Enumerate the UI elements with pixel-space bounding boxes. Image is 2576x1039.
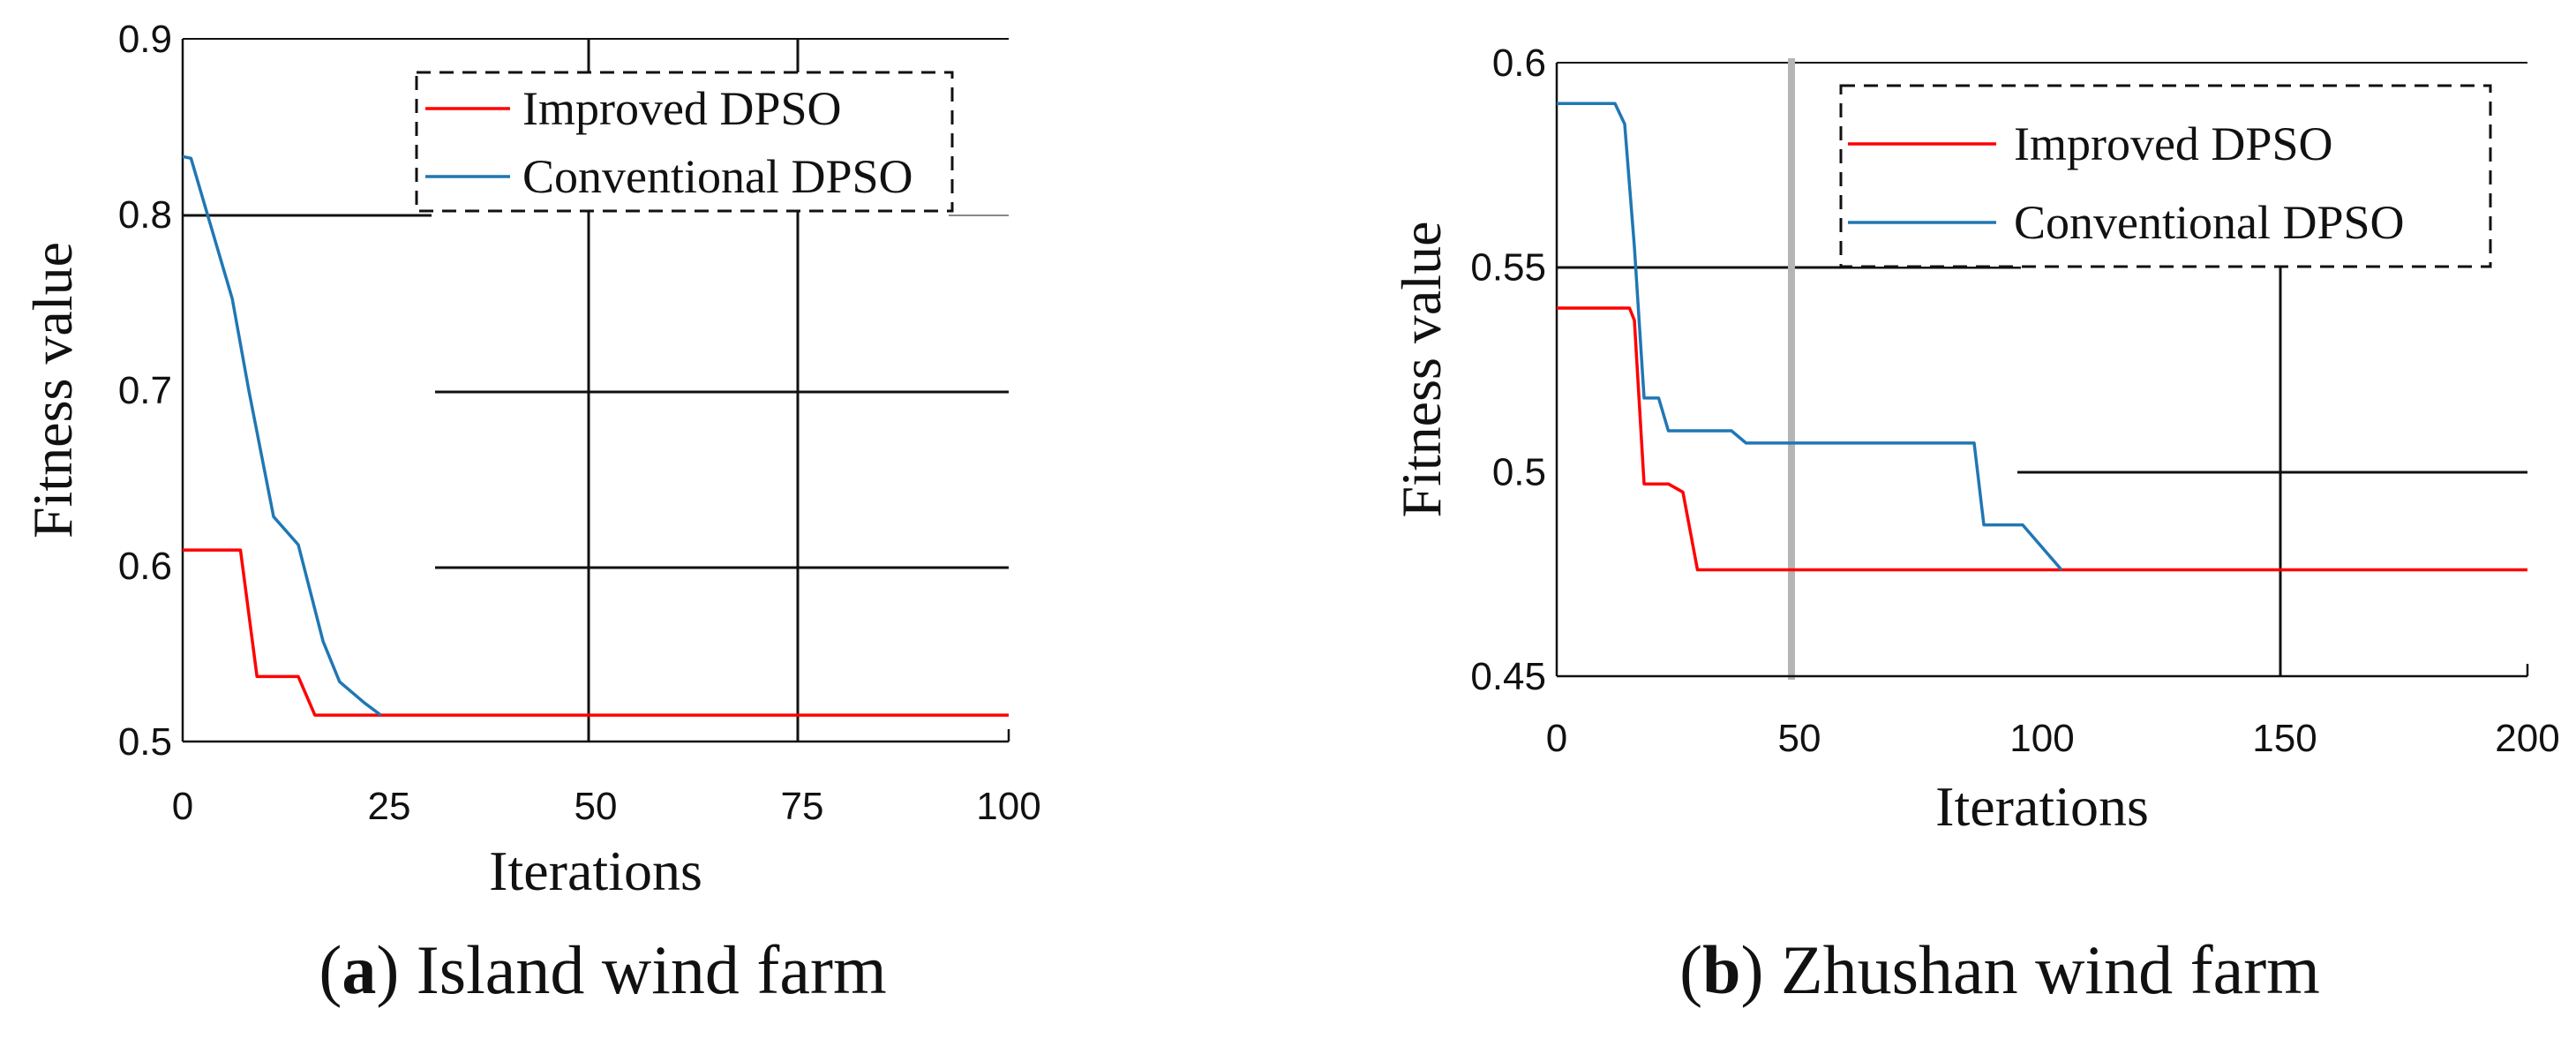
x-tick-label: 0 xyxy=(1546,717,1567,760)
x-tick-label: 50 xyxy=(1778,717,1821,760)
y-tick-label: 0.9 xyxy=(118,18,172,61)
x-tick-label: 25 xyxy=(368,785,411,828)
caption-paren-open: ( xyxy=(1679,931,1702,1008)
y-axis-label: Fitness value xyxy=(21,242,84,538)
x-tick-label: 100 xyxy=(976,785,1040,828)
y-tick-label: 0.6 xyxy=(1492,41,1546,85)
x-tick-label: 200 xyxy=(2495,717,2559,760)
y-tick-label: 0.45 xyxy=(1470,655,1546,698)
y-tick-label: 0.7 xyxy=(118,369,172,412)
chart-panel-b: 0.45 0.5 0.55 0.6 0 50 100 150 200 Iterations Fitn… xyxy=(1390,41,2560,1008)
figure-caption: (a) Island wind farm xyxy=(319,931,886,1008)
caption-letter: b xyxy=(1702,931,1740,1008)
caption-paren-close: ) xyxy=(376,931,416,1008)
y-tick-label: 0.5 xyxy=(1492,450,1546,493)
figure-caption: (b) Zhushan wind farm xyxy=(1679,931,2320,1008)
x-tick-label: 0 xyxy=(172,785,193,828)
legend-label: Conventional DPSO xyxy=(522,150,913,203)
caption-paren-close: ) xyxy=(1741,931,1781,1008)
x-axis-label: Iterations xyxy=(1935,775,2149,838)
series-line-improved-dpso xyxy=(1557,306,2527,572)
caption-text: Zhushan wind farm xyxy=(1781,931,2320,1008)
caption-paren-open: ( xyxy=(319,931,342,1008)
y-tick-label: 0.6 xyxy=(118,545,172,588)
legend-label: Improved DPSO xyxy=(2014,117,2333,170)
caption-letter: a xyxy=(342,931,376,1008)
series-line-improved-dpso xyxy=(183,548,1009,717)
caption-text: Island wind farm xyxy=(417,931,887,1008)
y-tick-label: 0.55 xyxy=(1470,246,1546,290)
series-line-conventional-dpso xyxy=(182,154,382,717)
x-axis-label: Iterations xyxy=(489,839,702,902)
legend-box xyxy=(1839,84,2492,268)
y-tick-label: 0.8 xyxy=(118,193,172,237)
legend-label: Improved DPSO xyxy=(522,82,842,135)
y-axis-label: Fitness value xyxy=(1390,222,1453,518)
x-tick-label: 150 xyxy=(2252,717,2317,760)
y-tick-label: 0.5 xyxy=(118,720,172,764)
x-tick-label: 100 xyxy=(2009,717,2074,760)
chart-panel-a: 0.5 0.6 0.7 0.8 0.9 0 25 50 75 100 Iterations Fitne… xyxy=(21,18,1041,1008)
x-tick-label: 75 xyxy=(781,785,824,828)
legend-box xyxy=(415,71,954,213)
x-tick-label: 50 xyxy=(575,785,618,828)
series-line-conventional-dpso xyxy=(1557,102,2063,571)
legend-label: Conventional DPSO xyxy=(2014,196,2405,249)
